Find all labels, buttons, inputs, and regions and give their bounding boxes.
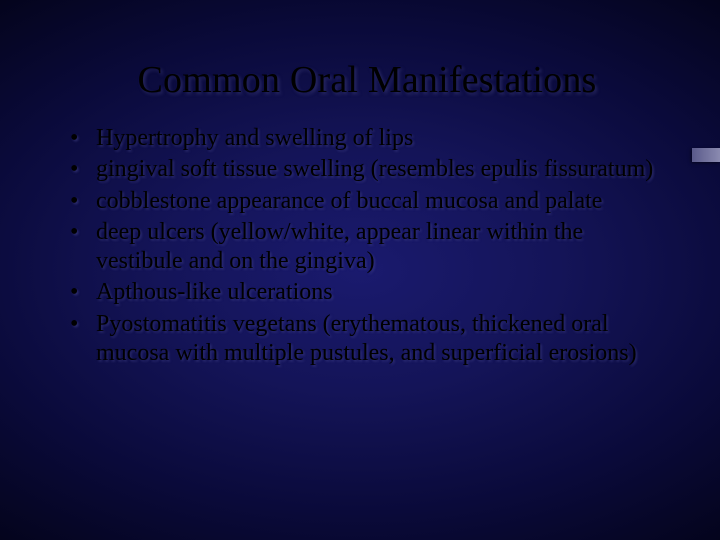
list-item: Pyostomatitis vegetans (erythematous, th… (64, 310, 670, 369)
list-item: deep ulcers (yellow/white, appear linear… (64, 218, 670, 277)
list-item: Hypertrophy and swelling of lips (64, 124, 670, 153)
bullet-list: Hypertrophy and swelling of lips gingiva… (64, 124, 670, 368)
list-item: cobblestone appearance of buccal mucosa … (64, 187, 670, 216)
slide-container: Common Oral Manifestations Hypertrophy a… (0, 0, 720, 400)
accent-bar (692, 148, 720, 162)
slide-title: Common Oral Manifestations (64, 58, 670, 102)
list-item: gingival soft tissue swelling (resembles… (64, 155, 670, 184)
list-item: Apthous-like ulcerations (64, 278, 670, 307)
